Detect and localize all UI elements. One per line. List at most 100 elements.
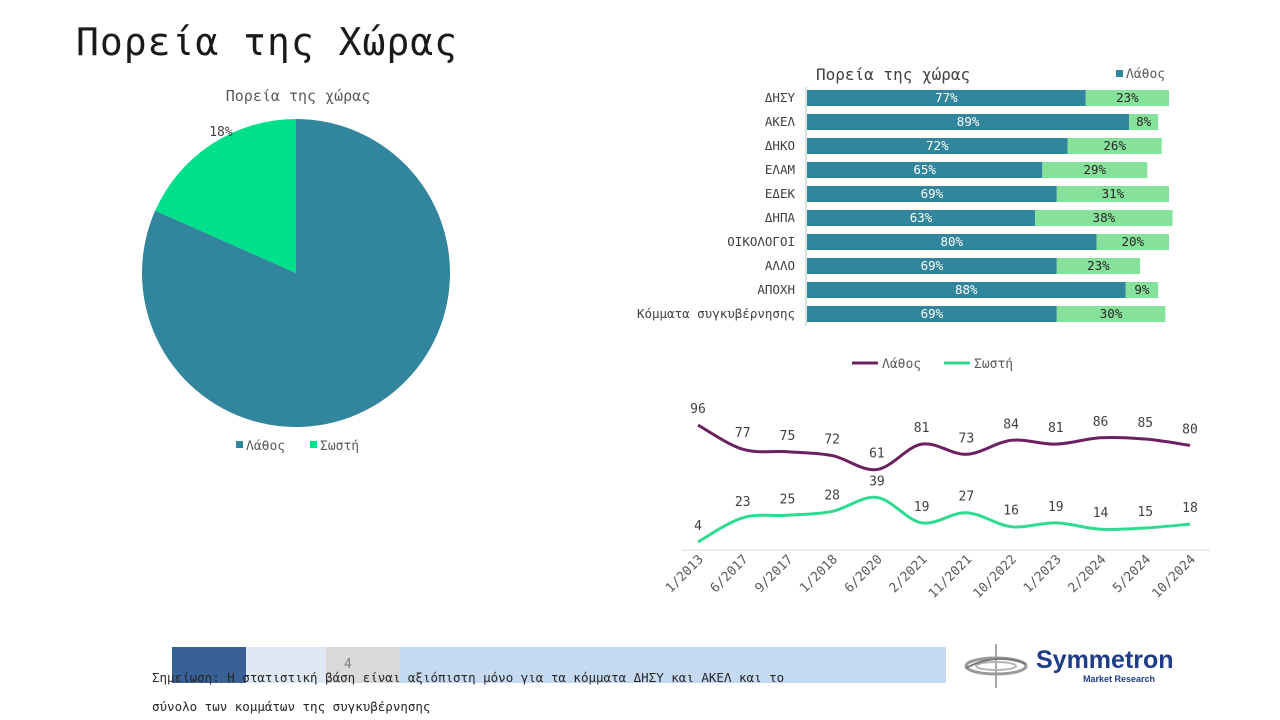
line-data-label: 28 (824, 488, 840, 503)
line-x-tick-label: 5/2024 (1110, 552, 1154, 596)
bar-segment-right (1042, 162, 1148, 178)
line-x-tick-label: 6/2017 (708, 552, 752, 596)
bar-value-label: 23% (1116, 90, 1139, 105)
logo-tagline: Market Research (1083, 674, 1156, 684)
line-data-label: 19 (914, 500, 930, 515)
bar-segment-wrong (807, 234, 1097, 250)
line-x-tick-label: 11/2021 (926, 552, 975, 601)
bar-category-label: ΑΠΟΧΗ (757, 282, 795, 297)
line-data-label: 14 (1093, 506, 1109, 521)
pie-chart: Πορεία της χώρας 80% 18% Λάθος Σωστή (141, 87, 450, 454)
bar-segment-wrong (807, 162, 1043, 178)
line-data-label: 81 (914, 421, 930, 436)
logo-swoosh-icon (964, 644, 1028, 688)
line-x-tick-label: 6/2020 (842, 552, 886, 596)
line-data-label: 84 (1003, 417, 1019, 432)
line-data-label: 25 (780, 492, 796, 507)
line-data-label: 77 (735, 426, 751, 441)
line-series-wrong (697, 423, 1191, 472)
line-data-label: 86 (1093, 415, 1109, 430)
bar-category-label: ΟΙΚΟΛΟΓΟΙ (727, 234, 795, 249)
bar-segment-right (1085, 90, 1169, 106)
bar-value-label: 29% (1084, 162, 1107, 177)
symmetron-logo: Symmetron Market Research (960, 642, 1200, 690)
bar-value-label: 31% (1102, 186, 1125, 201)
bar-category-label: ΔΗΚΟ (765, 138, 795, 153)
line-data-label: 80 (1182, 422, 1198, 437)
line-x-tick-label: 2/2024 (1066, 552, 1110, 596)
bar-value-label: 89% (957, 114, 980, 129)
bar-segment-wrong (807, 90, 1086, 106)
bar-segment-right (1129, 114, 1159, 130)
bar-segment-right (1056, 258, 1141, 274)
bar-value-label: 30% (1100, 306, 1123, 321)
bar-segment-wrong (807, 186, 1057, 202)
pie-legend-swatch (236, 441, 243, 448)
footer-block-pale (246, 647, 326, 683)
line-legend-label: Σωστή (974, 357, 1013, 372)
line-data-label: 72 (824, 433, 840, 448)
pie-chart-title: Πορεία της χώρας (226, 87, 371, 105)
bar-category-label: ΔΗΠΑ (765, 210, 796, 225)
bar-value-label: 69% (921, 258, 944, 273)
bar-chart: Πορεία της χώρας Λάθος ΔΗΣΥ 77% 23% ΑΚΕΛ 89%… (637, 65, 1173, 326)
bar-value-label: 8% (1136, 114, 1152, 129)
line-data-label: 96 (690, 402, 706, 417)
bar-segment-right (1056, 306, 1166, 322)
line-data-label: 61 (869, 447, 885, 462)
line-data-label: 19 (1048, 500, 1064, 515)
bar-segment-wrong (807, 282, 1126, 298)
bar-value-label: 38% (1093, 210, 1116, 225)
bar-category-label: ΕΛΑΜ (765, 162, 795, 177)
bar-value-label: 72% (926, 138, 949, 153)
page-number: 4 (344, 657, 352, 672)
line-data-label: 85 (1137, 416, 1153, 431)
line-data-label: 75 (780, 429, 796, 444)
bar-category-label: ΑΛΛΟ (765, 258, 795, 273)
bar-category-label: ΔΗΣΥ (765, 90, 796, 105)
line-data-label: 4 (694, 519, 702, 534)
bar-value-label: 65% (913, 162, 936, 177)
line-chart: Λάθος Σωστή 96 77 75 72 61 81 73 84 81 86 85 80 4 23 25… (663, 357, 1210, 602)
bar-value-label: 88% (955, 282, 978, 297)
bar-value-label: 9% (1134, 282, 1150, 297)
bar-value-label: 80% (941, 234, 964, 249)
line-x-tick-label: 2/2021 (887, 552, 931, 596)
line-data-label: 16 (1003, 504, 1019, 519)
bar-segment-right (1125, 282, 1159, 298)
pie-slice-right (155, 119, 296, 273)
bar-segment-wrong (807, 210, 1036, 226)
line-data-label: 39 (869, 474, 885, 489)
page-title: Πορεία της Χώρας (76, 20, 459, 64)
bar-segment-wrong (807, 306, 1057, 322)
bar-value-label: 63% (910, 210, 933, 225)
line-series-right (697, 495, 1191, 544)
logo-name: Symmetron (1036, 646, 1174, 674)
bar-segment-right (1067, 138, 1162, 154)
line-data-label: 23 (735, 495, 751, 510)
bar-legend-swatch (1116, 70, 1123, 77)
pie-slice-label: 18% (209, 125, 233, 140)
pie-legend-swatch (310, 441, 317, 448)
bar-segment-wrong (807, 258, 1057, 274)
bar-value-label: 77% (935, 90, 958, 105)
footer-note-line2: σύνολο των κομμάτων της συγκυβέρνησης (152, 699, 431, 714)
footer-block-dark (172, 647, 246, 683)
line-legend-label: Λάθος (882, 357, 921, 372)
line-data-label: 73 (959, 431, 975, 446)
bar-legend-label: Λάθος (1126, 67, 1165, 82)
bar-value-label: 69% (921, 186, 944, 201)
bar-segment-wrong (807, 138, 1068, 154)
bar-segment-right (1056, 186, 1169, 202)
pie-slice-label: 80% (395, 415, 419, 430)
bar-value-label: 69% (921, 306, 944, 321)
bar-chart-title: Πορεία της χώρας (816, 65, 970, 84)
footer-note-line1: Σημείωση: Η στατιστική βάση είναι αξιόπι… (152, 670, 785, 685)
bar-value-label: 20% (1122, 234, 1145, 249)
line-x-tick-label: 1/2018 (797, 552, 841, 596)
bar-category-label: ΕΔΕΚ (765, 186, 796, 201)
line-x-tick-label: 10/2024 (1149, 552, 1198, 601)
line-data-label: 27 (959, 490, 975, 505)
line-x-tick-label: 10/2022 (971, 552, 1020, 601)
bar-category-label: Κόμματα συγκυβέρνησης (637, 306, 795, 321)
